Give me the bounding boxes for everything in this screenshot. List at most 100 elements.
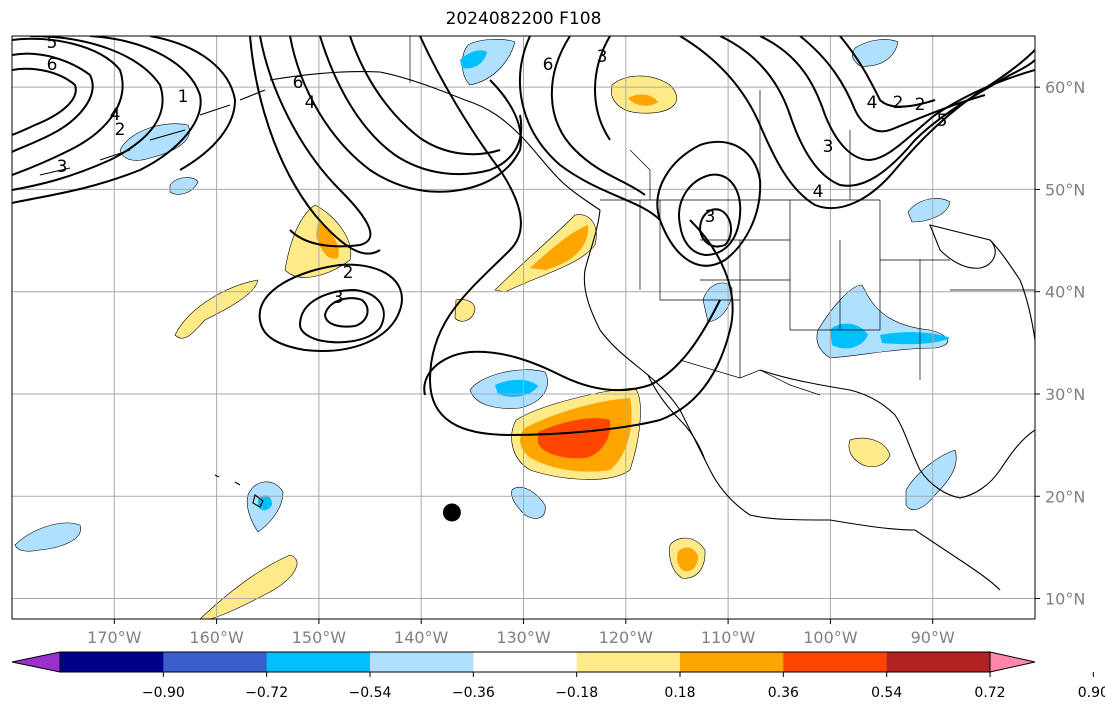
contour-trough-2 [289,36,522,193]
anomaly-shading [14,39,957,619]
shade-negative-3-deep [460,50,487,69]
coastlines [39,71,1035,591]
colorbar-tick-label: −0.54 [349,685,392,701]
contour-ridge-2 [423,299,721,396]
lon-label: 110°W [701,628,756,647]
contour-ne-3 [759,36,1035,162]
east-coast [989,239,1035,341]
hawaii [214,474,264,508]
shade-positive-5-orange [628,94,658,106]
contour-west-4 [12,36,164,191]
lon-label: 100°W [803,628,858,647]
shade-positive-7-orange [677,547,698,572]
lat-label: 20°N [1045,487,1085,506]
contour-west-2 [12,67,77,136]
colorbar-segment [576,652,681,672]
contour-low-inner [323,297,369,328]
shade-positive-3-orange [316,222,339,259]
shade-positive-9 [454,299,476,322]
aleutian-islands [39,89,266,176]
shade-negative-8 [702,282,733,323]
lon-label: 160°W [189,628,244,647]
contour-label: 6 [293,73,304,93]
shade-negative-6 [851,39,899,67]
colorbar-segment [886,652,991,672]
contour-ridge-1 [419,36,734,437]
contour-label: 4 [867,93,878,113]
alaska-coast [269,71,601,211]
colorbar-tick-label: −0.90 [142,685,185,701]
colorbar-segment [266,652,371,672]
contour-trough-3 [319,36,523,176]
colorbar-tick-label: −0.72 [245,685,288,701]
contour-label: 6 [543,55,554,75]
lat-label: 30°N [1045,385,1085,404]
contour-label: 3 [57,157,68,177]
colorbar-tick-label: 0.54 [871,685,902,701]
contour-label: 4 [110,105,121,125]
colorbar: −0.90 −0.72 −0.54 −0.36 −0.18 0.18 0.36 0.54 0.7… [11,651,1105,701]
contour-east-1 [519,36,661,221]
contour-trough-1 [259,36,372,248]
lat-label: 40°N [1045,283,1085,302]
contour-low-mid [298,288,385,344]
lon-label: 170°W [87,628,142,647]
lon-label: 140°W [394,628,449,647]
contour-label: 3 [333,288,344,308]
contour-label: 2 [343,263,354,283]
colorbar-extend-max [989,651,1036,673]
west-coast [583,209,1001,591]
shade-positive-6 [848,437,891,468]
colorbar-tick-label: 0.90 [1078,685,1105,701]
contour-lines [12,36,1035,437]
gridlines [12,36,1035,619]
contour-hlow-3 [698,208,732,248]
gulf-coast [759,369,1035,499]
colorbar-tick-label: −0.36 [452,685,495,701]
colorbar-segment [370,652,474,672]
colorbar-segment [163,652,268,672]
shade-positive-2-orange [530,225,589,270]
colorbar-tick-label: 0.18 [664,685,695,701]
contour-label: 2 [893,93,904,113]
baja-california [647,374,706,461]
contour-hlow-2 [678,173,742,257]
lon-label: 90°W [911,628,955,647]
shade-negative-1-deep [495,379,538,397]
shade-negative-11-deep [258,495,272,511]
contour-ne-2 [719,36,1035,187]
contour-label: 6 [47,55,58,75]
contour-east-2 [550,36,646,196]
shade-negative-4 [119,123,190,161]
shade-positive-8 [199,554,298,619]
shade-positive-3 [284,204,352,278]
colorbar-tick-label: 0.72 [974,685,1005,701]
contour-label: 1 [178,87,189,107]
lon-label: 130°W [496,628,551,647]
storm-position-marker [442,503,461,522]
shade-negative-12 [14,522,81,552]
colorbar-segment [473,652,578,672]
contour-label: 5 [47,33,58,53]
contour-label: 3 [597,47,608,67]
shade-positive-1-red [538,418,611,459]
contour-ne-5 [839,36,936,108]
shade-negative-7 [907,198,951,223]
shade-positive-5 [610,75,677,114]
shade-positive-2 [494,214,597,293]
colorbar-extend-min [11,651,61,673]
longitude-labels: 170°W 160°W 150°W 140°W 130°W 120°W 110°W 100°W… [87,619,955,647]
lat-label: 50°N [1045,180,1085,199]
contour-label: 3 [705,207,716,227]
contour-label: 4 [813,182,824,202]
contour-hlow-1 [656,140,762,267]
contour-label: 2 [115,120,126,140]
colorbar-segment [60,652,164,672]
contour-label: 3 [823,137,834,157]
colorbar-segment [680,652,784,672]
contour-west-5 [12,36,202,204]
shade-negative-10 [511,486,546,519]
colorbar-tick-label: −0.18 [555,685,598,701]
latitude-labels: 60°N 50°N 40°N 30°N 20°N 10°N [1035,78,1085,609]
